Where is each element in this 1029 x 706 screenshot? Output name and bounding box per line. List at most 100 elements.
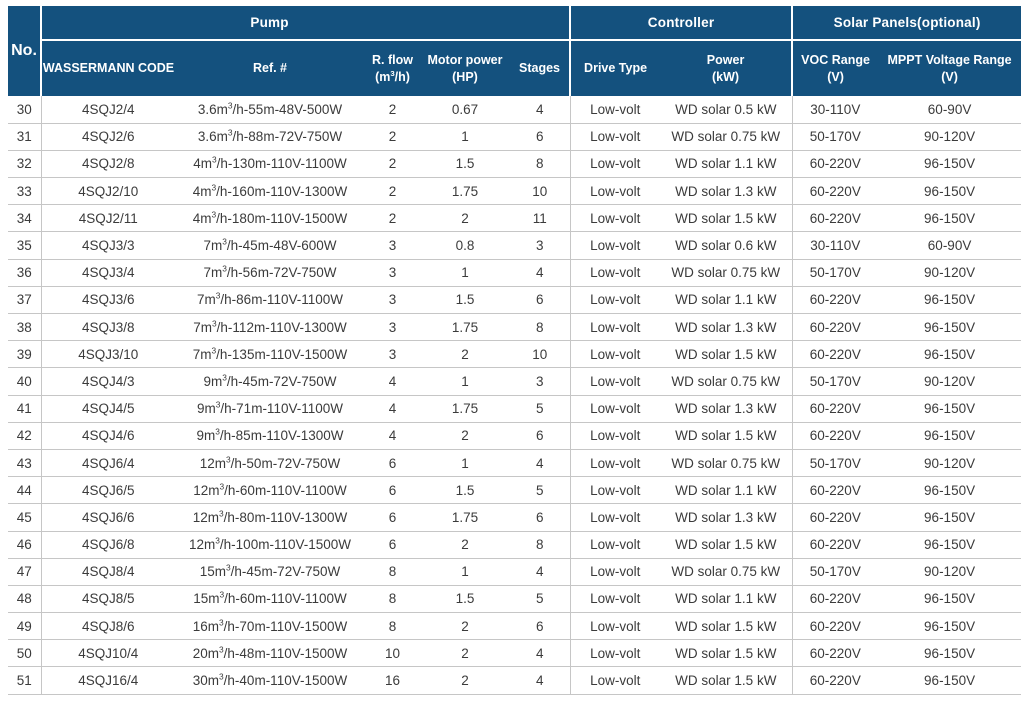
cell-no: 37 [8, 286, 42, 315]
cell-drive: Low-volt [570, 177, 661, 206]
table-row: 37 4SQJ3/6 7m3/h-86m-110V-1100W 3 1.5 6 Low-vo… [8, 286, 1022, 315]
cell-hp: 1.75 [420, 313, 510, 342]
table-row: 38 4SQJ3/8 7m3/h-112m-110V-1300W 3 1.75 8 Low-… [8, 313, 1022, 342]
cell-stages: 11 [510, 204, 571, 233]
cell-voc: 60-220V [792, 476, 879, 505]
table-row: 43 4SQJ6/4 12m3/h-50m-72V-750W 6 1 4 Low-volt W… [8, 449, 1022, 478]
cell-no: 48 [8, 585, 42, 614]
table-row: 47 4SQJ8/4 15m3/h-45m-72V-750W 8 1 4 Low-volt W… [8, 558, 1022, 586]
cell-stages: 8 [510, 313, 571, 342]
col-header-label: Drive Type [584, 61, 648, 76]
cell-drive: Low-volt [570, 259, 661, 287]
cell-voc: 60-220V [792, 666, 879, 695]
table-row: 32 4SQJ2/8 4m3/h-130m-110V-1100W 2 1.5 8 Low-v… [8, 150, 1022, 179]
table-row: 42 4SQJ4/6 9m3/h-85m-110V-1300W 4 2 6 Low-volt… [8, 422, 1022, 450]
cell-no: 33 [8, 177, 42, 206]
cell-power: WD solar 0.75 kW [660, 259, 793, 287]
cell-mppt: 90-120V [878, 558, 1022, 586]
cell-no: 46 [8, 531, 42, 559]
cell-power: WD solar 0.75 kW [660, 558, 793, 586]
cell-voc: 60-220V [792, 313, 879, 342]
cell-drive: Low-volt [570, 204, 661, 233]
cell-flow: 3 [365, 286, 420, 315]
cell-code: 4SQJ2/4 [41, 96, 175, 124]
table-row: 39 4SQJ3/10 7m3/h-135m-110V-1500W 3 2 10 Low-v… [8, 340, 1022, 369]
cell-flow: 3 [365, 313, 420, 342]
cell-voc: 60-220V [792, 150, 879, 179]
cell-code: 4SQJ16/4 [41, 666, 175, 695]
cell-ref: 16m3/h-70m-110V-1500W [175, 612, 365, 641]
table-row: 46 4SQJ6/8 12m3/h-100m-110V-1500W 6 2 8 Low-vo… [8, 531, 1022, 559]
cell-flow: 6 [365, 503, 420, 532]
cell-code: 4SQJ3/4 [41, 259, 175, 287]
cell-hp: 1.5 [420, 286, 510, 315]
cell-no: 44 [8, 476, 42, 505]
cell-voc: 60-220V [792, 340, 879, 369]
col-header-label: WASSERMANN CODE [42, 61, 175, 76]
cell-power: WD solar 1.5 kW [660, 204, 793, 233]
cell-power: WD solar 0.75 kW [660, 449, 793, 478]
cell-mppt: 96-150V [878, 476, 1022, 505]
cell-code: 4SQJ6/6 [41, 503, 175, 532]
cell-flow: 6 [365, 476, 420, 505]
cell-code: 4SQJ2/6 [41, 123, 175, 151]
cell-ref: 3.6m3/h-55m-48V-500W [175, 96, 365, 124]
pump-spec-table: No. Pump Controller Solar Panels(optiona… [8, 6, 1022, 695]
cell-voc: 50-170V [792, 123, 879, 151]
cell-power: WD solar 0.5 kW [660, 96, 793, 124]
cell-no: 50 [8, 639, 42, 668]
cell-power: WD solar 1.1 kW [660, 476, 793, 505]
cell-drive: Low-volt [570, 449, 661, 478]
cell-voc: 60-220V [792, 503, 879, 532]
cell-flow: 3 [365, 259, 420, 287]
cell-ref: 12m3/h-80m-110V-1300W [175, 503, 365, 532]
cell-stages: 5 [510, 395, 571, 423]
cell-ref: 7m3/h-135m-110V-1500W [175, 340, 365, 369]
cell-drive: Low-volt [570, 422, 661, 450]
col-header-ref: Ref. # [175, 40, 365, 96]
cell-code: 4SQJ6/4 [41, 449, 175, 478]
cell-power: WD solar 0.75 kW [660, 123, 793, 151]
cell-stages: 5 [510, 585, 571, 614]
cell-stages: 6 [510, 612, 571, 641]
cell-mppt: 96-150V [878, 286, 1022, 315]
col-header-label: R. flow [372, 52, 413, 67]
cell-no: 34 [8, 204, 42, 233]
cell-flow: 4 [365, 367, 420, 396]
cell-mppt: 96-150V [878, 313, 1022, 342]
cell-flow: 2 [365, 204, 420, 233]
cell-voc: 60-220V [792, 204, 879, 233]
cell-hp: 2 [420, 612, 510, 641]
col-header-label: Ref. # [252, 61, 288, 76]
table-row: 35 4SQJ3/3 7m3/h-45m-48V-600W 3 0.8 3 Low-volt… [8, 231, 1022, 260]
cell-mppt: 60-90V [878, 231, 1022, 260]
cell-flow: 8 [365, 612, 420, 641]
cell-drive: Low-volt [570, 313, 661, 342]
cell-code: 4SQJ4/6 [41, 422, 175, 450]
cell-power: WD solar 1.3 kW [660, 395, 793, 423]
cell-ref: 3.6m3/h-88m-72V-750W [175, 123, 365, 151]
cell-flow: 8 [365, 585, 420, 614]
cell-no: 45 [8, 503, 42, 532]
cell-voc: 60-220V [792, 177, 879, 206]
cell-mppt: 96-150V [878, 639, 1022, 668]
cell-hp: 1.5 [420, 585, 510, 614]
cell-hp: 2 [420, 422, 510, 450]
col-header-r-flow: R. flow (m3/h) [365, 40, 420, 96]
cell-hp: 0.8 [420, 231, 510, 260]
cell-stages: 10 [510, 340, 571, 369]
cell-flow: 2 [365, 96, 420, 124]
cell-mppt: 90-120V [878, 259, 1022, 287]
cell-stages: 5 [510, 476, 571, 505]
cell-drive: Low-volt [570, 340, 661, 369]
table-row: 45 4SQJ6/6 12m3/h-80m-110V-1300W 6 1.75 6 Low-… [8, 503, 1022, 532]
cell-stages: 6 [510, 286, 571, 315]
cell-no: 43 [8, 449, 42, 478]
col-header-motor-power: Motor power (HP) [420, 40, 510, 96]
cell-ref: 4m3/h-130m-110V-1100W [175, 150, 365, 179]
cell-mppt: 96-150V [878, 612, 1022, 641]
cell-stages: 10 [510, 177, 571, 206]
cell-mppt: 90-120V [878, 449, 1022, 478]
cell-code: 4SQJ3/3 [41, 231, 175, 260]
cell-code: 4SQJ3/8 [41, 313, 175, 342]
